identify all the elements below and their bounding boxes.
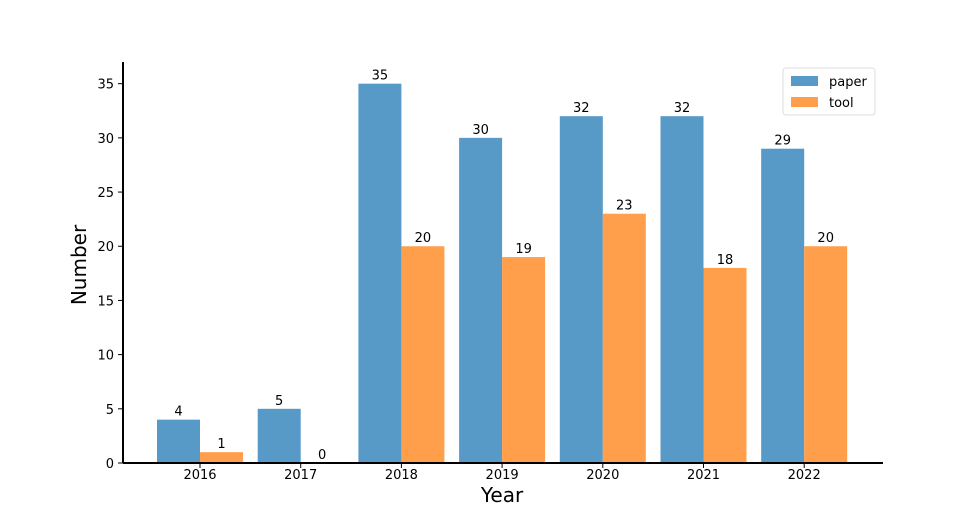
bar-paper-2016 <box>157 419 200 463</box>
data-label-tool-2021: 18 <box>717 253 734 268</box>
x-tick-label-2020: 2020 <box>586 468 619 483</box>
legend-swatch-paper <box>791 76 818 86</box>
data-label-tool-2017: 0 <box>318 448 326 463</box>
bar-paper-2021 <box>660 116 704 464</box>
y-axis: 0 5 10 15 20 25 30 35 <box>97 62 124 472</box>
bar-paper-2019 <box>459 137 503 463</box>
x-tick-label-2016: 2016 <box>183 468 216 483</box>
x-tick-label-2019: 2019 <box>486 468 519 483</box>
bar-paper-2017 <box>257 408 301 463</box>
bar-tool-2016 <box>200 452 243 463</box>
y-tick-label-35: 35 <box>97 78 114 93</box>
x-tick-label-2018: 2018 <box>385 468 418 483</box>
x-tick-label-2021: 2021 <box>687 468 720 483</box>
y-tick-label-5: 5 <box>106 403 114 418</box>
x-axis-label: Year <box>480 483 524 507</box>
legend-swatch-tool <box>791 97 818 107</box>
bar-paper-2022 <box>761 148 805 463</box>
data-label-paper-2018: 35 <box>372 69 389 84</box>
data-label-paper-2022: 29 <box>774 134 791 149</box>
legend-label-paper: paper <box>829 75 867 90</box>
data-label-paper-2019: 30 <box>472 123 489 138</box>
data-label-paper-2021: 32 <box>674 101 691 116</box>
legend: paper tool <box>782 67 876 116</box>
bar-tool-2019 <box>502 257 546 463</box>
y-axis-label: Number <box>67 224 91 305</box>
data-label-paper-2020: 32 <box>573 101 590 116</box>
x-tick-label-2022: 2022 <box>788 468 821 483</box>
x-tick-label-2017: 2017 <box>284 468 317 483</box>
data-label-paper-2016: 4 <box>174 405 182 420</box>
bars-group <box>157 83 848 464</box>
bar-tool-2021 <box>703 267 747 463</box>
bar-tool-2022 <box>804 246 848 463</box>
bar-tool-2020 <box>602 213 646 463</box>
bar-paper-2018 <box>358 83 402 464</box>
data-label-tool-2020: 23 <box>616 199 633 214</box>
x-axis: 2016 2017 2018 2019 2020 2021 2022 <box>123 462 883 483</box>
y-tick-label-0: 0 <box>106 457 114 472</box>
bar-paper-2020 <box>559 116 603 464</box>
y-tick-label-30: 30 <box>97 132 114 147</box>
data-label-tool-2022: 20 <box>817 231 834 246</box>
data-label-tool-2016: 1 <box>217 437 225 452</box>
y-tick-label-10: 10 <box>97 349 114 364</box>
y-tick-label-25: 25 <box>97 186 114 201</box>
data-label-tool-2018: 20 <box>415 231 432 246</box>
data-label-paper-2017: 5 <box>275 394 283 409</box>
legend-label-tool: tool <box>829 96 854 111</box>
y-tick-label-15: 15 <box>97 294 114 309</box>
bar-tool-2018 <box>401 246 445 463</box>
data-label-tool-2019: 19 <box>515 242 532 257</box>
y-tick-label-20: 20 <box>97 240 114 255</box>
